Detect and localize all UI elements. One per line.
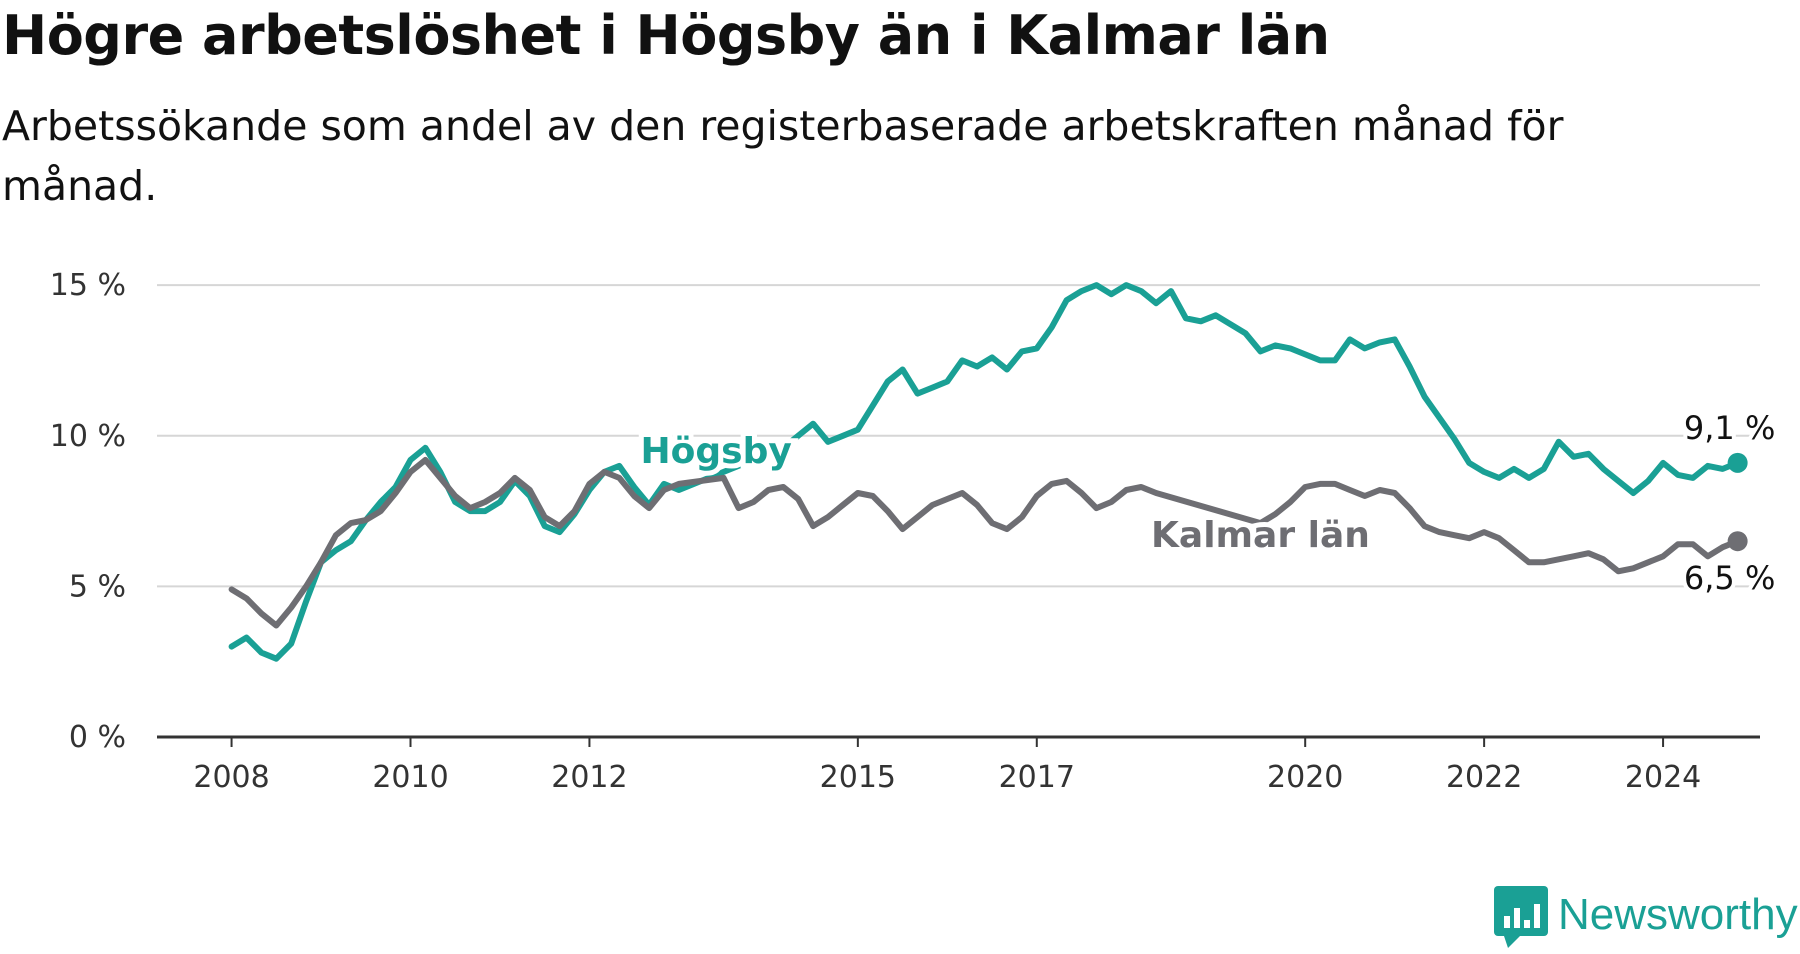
gridlines	[157, 284, 1760, 588]
x-tick-label: 2012	[551, 760, 627, 795]
end-marker-kalmar-län	[1727, 531, 1748, 552]
end-value-label-högsby: 9,1 %	[1684, 409, 1775, 447]
chart-title: Högre arbetslöshet i Högsby än i Kalmar …	[2, 4, 1330, 67]
y-tick-label: 10 %	[50, 419, 126, 454]
x-tick-label: 2017	[999, 760, 1075, 795]
end-value-label-kalmar-län: 6,5 %	[1684, 559, 1775, 597]
series-name-label-kalmar-län: Kalmar län	[1151, 515, 1370, 556]
series-line-kalmar-län	[228, 456, 1741, 629]
x-tick-label: 2022	[1446, 760, 1522, 795]
y-tick-label: 0 %	[69, 720, 126, 755]
series-lines	[228, 282, 1748, 662]
x-axis: 2008 2010 2012 2015 2017 2020 2022 2024	[157, 735, 1760, 795]
x-tick-label: 2015	[820, 760, 896, 795]
brand-logo: Newsworthy	[1494, 886, 1798, 950]
x-tick-label: 2020	[1267, 760, 1343, 795]
series-name-label-högsby: Högsby	[641, 431, 792, 472]
y-tick-label: 15 %	[50, 268, 126, 303]
x-tick-label: 2024	[1625, 760, 1701, 795]
y-axis-ticks: 0 % 5 % 10 % 15 %	[50, 268, 126, 755]
x-tick-label: 2010	[372, 760, 448, 795]
end-marker-högsby	[1727, 452, 1748, 473]
series-labels: 9,1 % Högsby 6,5 % Kalmar län	[636, 405, 1780, 601]
series-line-högsby	[228, 282, 1741, 662]
newsworthy-logo-icon	[1494, 886, 1548, 948]
chart-subtitle: Arbetssökande som andel av den registerb…	[2, 102, 1564, 210]
brand-name: Newsworthy	[1558, 890, 1798, 939]
x-tick-label: 2008	[193, 760, 269, 795]
y-tick-label: 5 %	[69, 569, 126, 604]
